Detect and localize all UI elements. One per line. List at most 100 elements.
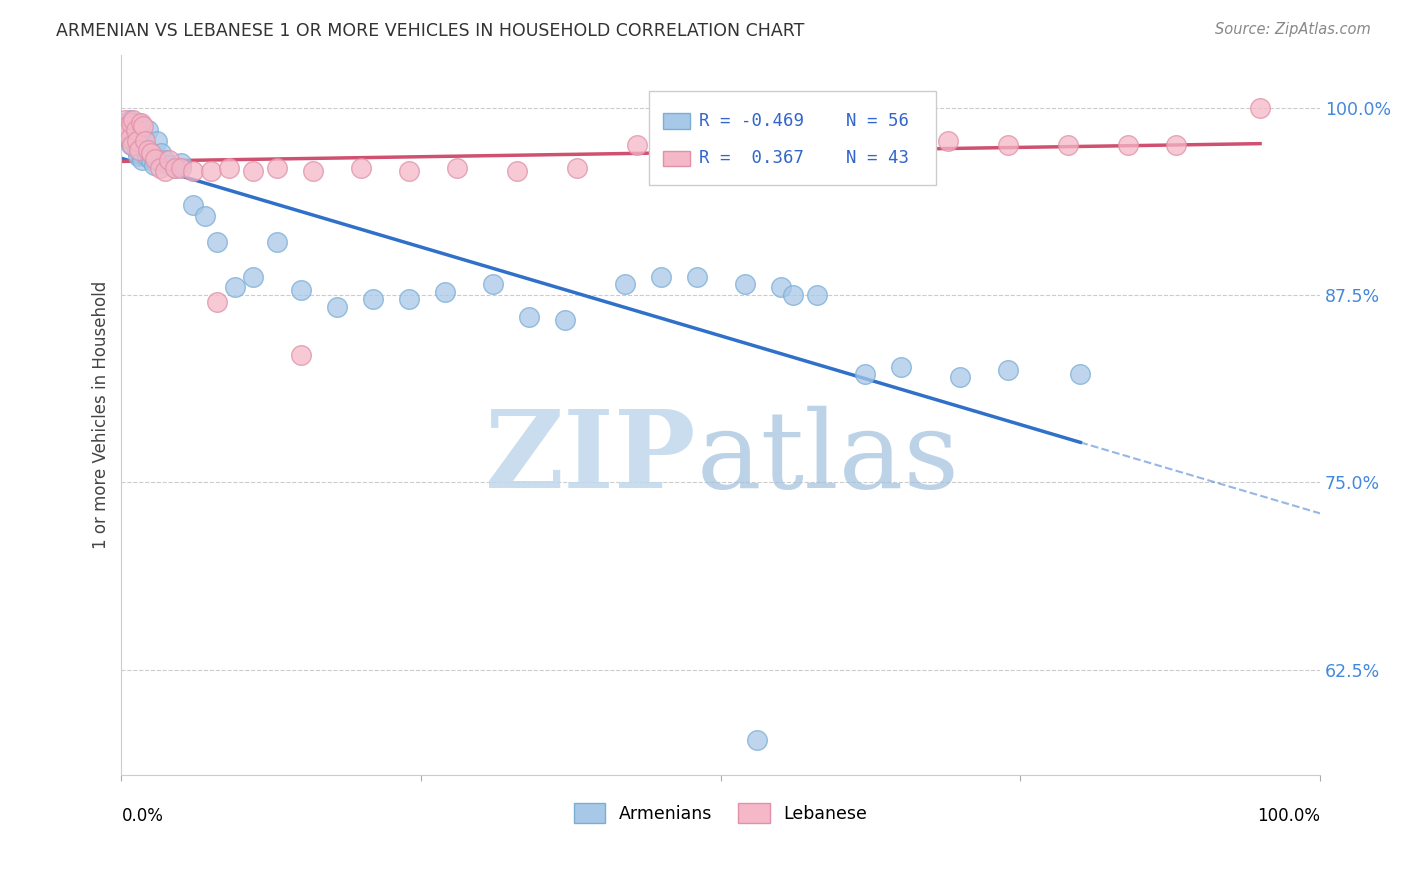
Point: [361, 293, 384, 307]
Point: [165, 161, 187, 175]
Point: [117, 130, 139, 145]
Point: [125, 123, 148, 137]
Point: [517, 310, 540, 325]
Point: [938, 134, 960, 148]
Point: [242, 163, 264, 178]
Point: [125, 134, 148, 148]
Point: [782, 288, 804, 302]
Point: [117, 123, 139, 137]
Point: [949, 370, 972, 384]
Text: R = -0.469    N = 56: R = -0.469 N = 56: [699, 112, 910, 130]
Point: [1116, 138, 1139, 153]
Point: [806, 288, 828, 302]
Point: [853, 368, 876, 382]
Text: ARMENIAN VS LEBANESE 1 OR MORE VEHICLES IN HOUSEHOLD CORRELATION CHART: ARMENIAN VS LEBANESE 1 OR MORE VEHICLES …: [56, 22, 804, 40]
Point: [1249, 101, 1271, 115]
Point: [127, 148, 149, 162]
Point: [134, 134, 156, 148]
Point: [132, 134, 155, 148]
Point: [122, 134, 145, 148]
Point: [554, 313, 576, 327]
Point: [434, 285, 457, 299]
Point: [290, 348, 312, 362]
Point: [128, 143, 150, 157]
Point: [745, 733, 768, 747]
Point: [122, 112, 145, 127]
Point: [121, 115, 143, 129]
Point: [165, 161, 187, 175]
Point: [157, 157, 180, 171]
Point: [131, 153, 153, 167]
Point: [266, 161, 288, 175]
Point: [150, 145, 173, 160]
Point: [302, 163, 325, 178]
Point: [115, 123, 138, 137]
Point: [1057, 138, 1080, 153]
Point: [146, 134, 169, 148]
Point: [134, 130, 156, 145]
Point: [120, 115, 142, 129]
Point: [125, 138, 148, 153]
Legend: Armenians, Lebanese: Armenians, Lebanese: [574, 804, 868, 823]
Point: [183, 163, 205, 178]
FancyBboxPatch shape: [664, 151, 689, 167]
Point: [889, 359, 911, 374]
Point: [117, 119, 139, 133]
Point: [207, 295, 229, 310]
Point: [997, 138, 1019, 153]
Point: [613, 277, 636, 292]
Text: Source: ZipAtlas.com: Source: ZipAtlas.com: [1215, 22, 1371, 37]
Text: 100.0%: 100.0%: [1257, 807, 1320, 825]
Point: [506, 163, 529, 178]
Point: [769, 280, 792, 294]
Point: [118, 112, 141, 127]
Point: [134, 143, 156, 157]
Point: [398, 163, 420, 178]
Point: [207, 235, 229, 250]
Point: [153, 153, 176, 167]
Point: [686, 138, 709, 153]
Point: [114, 115, 136, 129]
Text: ZIP: ZIP: [485, 405, 697, 511]
Point: [125, 143, 148, 157]
Point: [997, 363, 1019, 377]
Point: [877, 134, 900, 148]
Point: [120, 138, 142, 153]
Point: [153, 163, 176, 178]
Point: [121, 138, 143, 153]
Point: [650, 269, 672, 284]
Text: 0.0%: 0.0%: [121, 807, 163, 825]
Point: [1069, 368, 1091, 382]
Point: [242, 269, 264, 284]
Point: [157, 153, 180, 167]
Point: [218, 161, 240, 175]
Point: [149, 161, 172, 175]
Point: [266, 235, 288, 250]
Point: [1166, 138, 1188, 153]
Point: [817, 138, 839, 153]
Point: [117, 123, 139, 137]
Point: [482, 277, 505, 292]
Point: [326, 300, 349, 314]
Text: R =  0.367    N = 43: R = 0.367 N = 43: [699, 150, 910, 168]
Point: [141, 153, 163, 167]
Point: [132, 119, 155, 133]
Point: [136, 123, 159, 137]
Point: [446, 161, 468, 175]
Point: [626, 138, 648, 153]
Point: [129, 115, 152, 129]
Point: [170, 156, 193, 170]
Point: [136, 143, 159, 157]
Point: [734, 277, 756, 292]
Point: [118, 130, 141, 145]
Point: [128, 115, 150, 129]
Point: [398, 293, 420, 307]
Point: [135, 148, 157, 162]
Point: [143, 152, 166, 166]
Point: [170, 161, 193, 175]
Point: [758, 138, 780, 153]
Point: [686, 269, 709, 284]
Point: [350, 161, 373, 175]
Point: [141, 145, 163, 160]
Point: [124, 128, 146, 142]
